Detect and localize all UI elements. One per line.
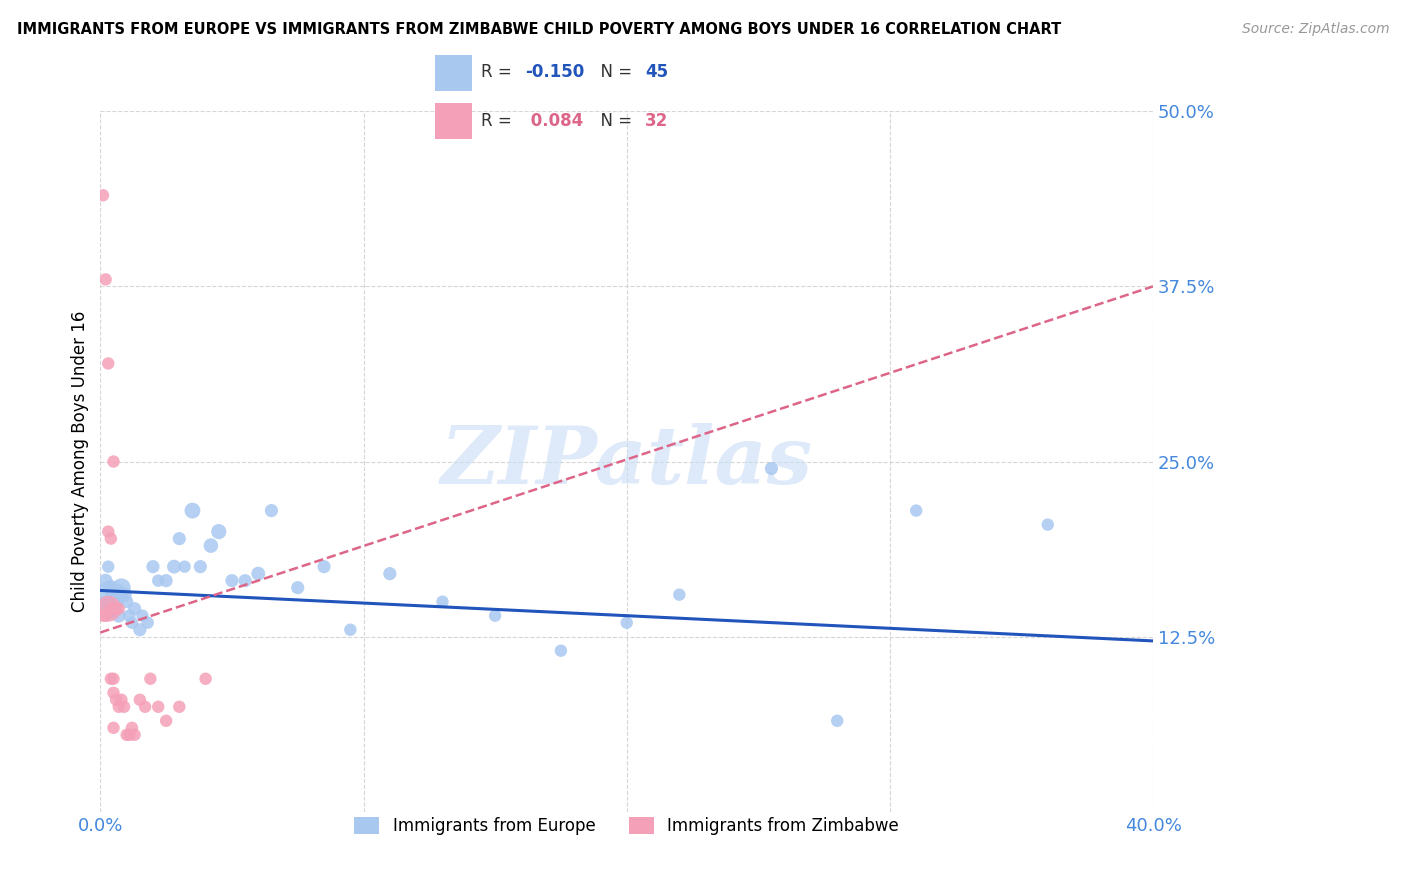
Point xyxy=(339,623,361,637)
Point xyxy=(550,644,572,658)
Point xyxy=(247,566,270,581)
Point xyxy=(107,601,129,615)
Point xyxy=(105,588,128,602)
Point xyxy=(121,721,143,735)
Point xyxy=(260,503,283,517)
Point xyxy=(100,581,122,595)
Point xyxy=(94,272,117,286)
Point xyxy=(169,532,191,546)
Point xyxy=(163,559,186,574)
Text: 32: 32 xyxy=(645,112,669,129)
Point xyxy=(103,721,125,735)
Point xyxy=(97,601,120,615)
Point xyxy=(208,524,231,539)
Point xyxy=(378,566,401,581)
Text: IMMIGRANTS FROM EUROPE VS IMMIGRANTS FROM ZIMBABWE CHILD POVERTY AMONG BOYS UNDE: IMMIGRANTS FROM EUROPE VS IMMIGRANTS FRO… xyxy=(17,22,1062,37)
Point xyxy=(194,672,217,686)
Point xyxy=(188,559,211,574)
Point xyxy=(825,714,848,728)
Point xyxy=(139,672,162,686)
Point xyxy=(105,601,128,615)
Point xyxy=(134,699,156,714)
Point xyxy=(124,728,146,742)
Point xyxy=(97,588,120,602)
Text: R =: R = xyxy=(481,63,517,81)
Point xyxy=(91,188,114,202)
Point xyxy=(148,699,170,714)
Point xyxy=(97,524,120,539)
Point xyxy=(233,574,256,588)
Point xyxy=(118,608,141,623)
Point xyxy=(136,615,159,630)
Point xyxy=(103,686,125,700)
Point xyxy=(312,559,335,574)
Point xyxy=(97,356,120,370)
Point xyxy=(484,608,506,623)
Point xyxy=(181,503,204,517)
Point xyxy=(97,559,120,574)
Point xyxy=(94,608,117,623)
Text: R =: R = xyxy=(481,112,517,129)
Point xyxy=(142,559,165,574)
Point xyxy=(128,623,150,637)
Text: 0.084: 0.084 xyxy=(524,112,583,129)
Point xyxy=(112,588,135,602)
Point xyxy=(103,595,125,609)
Point xyxy=(432,595,454,609)
Point xyxy=(121,615,143,630)
Point xyxy=(905,503,928,517)
Point xyxy=(131,608,153,623)
Text: N =: N = xyxy=(589,63,637,81)
Point xyxy=(112,699,135,714)
Point xyxy=(169,699,191,714)
Point xyxy=(148,574,170,588)
Point xyxy=(103,672,125,686)
Text: 45: 45 xyxy=(645,63,668,81)
Point xyxy=(1036,517,1059,532)
Point xyxy=(124,601,146,615)
Point xyxy=(91,608,114,623)
Point xyxy=(94,601,117,615)
Point xyxy=(155,714,177,728)
Point xyxy=(115,595,138,609)
Y-axis label: Child Poverty Among Boys Under 16: Child Poverty Among Boys Under 16 xyxy=(72,310,89,612)
Point xyxy=(155,574,177,588)
Point xyxy=(668,588,690,602)
Point xyxy=(200,539,222,553)
Point xyxy=(287,581,309,595)
Text: Source: ZipAtlas.com: Source: ZipAtlas.com xyxy=(1241,22,1389,37)
Point xyxy=(103,601,125,615)
Point xyxy=(94,574,117,588)
Point xyxy=(118,728,141,742)
FancyBboxPatch shape xyxy=(434,55,472,91)
Point xyxy=(103,454,125,468)
FancyBboxPatch shape xyxy=(434,103,472,139)
Text: ZIPatlas: ZIPatlas xyxy=(440,423,813,500)
Legend: Immigrants from Europe, Immigrants from Zimbabwe: Immigrants from Europe, Immigrants from … xyxy=(347,811,905,842)
Point xyxy=(110,692,132,706)
Point xyxy=(115,728,138,742)
Point xyxy=(100,601,122,615)
Point xyxy=(128,692,150,706)
Point xyxy=(105,692,128,706)
Point xyxy=(103,588,125,602)
Point xyxy=(107,608,129,623)
Point xyxy=(110,581,132,595)
Point xyxy=(107,699,129,714)
Point xyxy=(173,559,195,574)
Point xyxy=(100,672,122,686)
Text: -0.150: -0.150 xyxy=(524,63,583,81)
Point xyxy=(100,532,122,546)
Point xyxy=(761,461,783,475)
Text: N =: N = xyxy=(589,112,637,129)
Point xyxy=(616,615,638,630)
Point xyxy=(221,574,243,588)
